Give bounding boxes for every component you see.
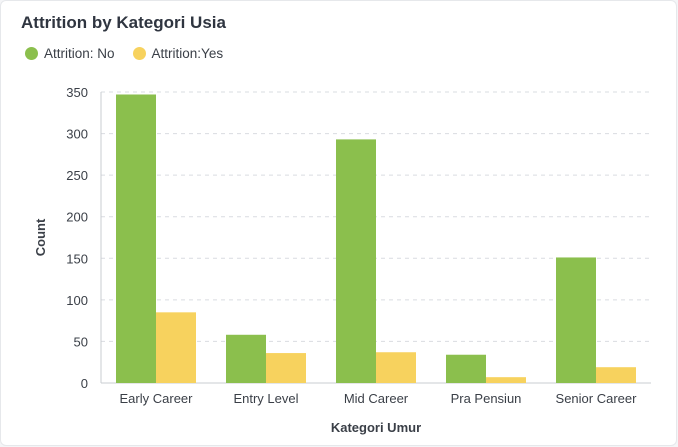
bar-attrition-yes: [266, 353, 306, 383]
x-tick-label: Mid Career: [344, 391, 409, 406]
y-tick-label: 100: [66, 293, 88, 308]
bar-attrition-yes: [486, 377, 526, 383]
x-tick-label: Entry Level: [233, 391, 298, 406]
bar-attrition-no: [336, 139, 376, 383]
y-axis-title: Count: [33, 218, 48, 256]
y-tick-label: 350: [66, 85, 88, 100]
bar-attrition-yes: [596, 367, 636, 383]
bar-attrition-no: [226, 334, 266, 383]
x-axis-title: Kategori Umur: [331, 420, 421, 435]
y-tick-label: 150: [66, 251, 88, 266]
y-tick-label: 50: [74, 334, 88, 349]
legend-item-no[interactable]: Attrition: No: [25, 46, 115, 61]
bar-attrition-no: [116, 94, 156, 383]
bar-attrition-yes: [376, 352, 416, 383]
legend-swatch-no: [25, 47, 38, 60]
y-tick-label: 0: [81, 376, 88, 391]
x-tick-label: Early Career: [120, 391, 194, 406]
x-tick-label: Pra Pensiun: [451, 391, 522, 406]
legend-label-yes: Attrition:Yes: [151, 46, 224, 61]
legend-item-yes[interactable]: Attrition:Yes: [132, 46, 224, 61]
bar-attrition-no: [556, 257, 596, 383]
y-tick-label: 250: [66, 168, 88, 183]
bar-attrition-yes: [156, 312, 196, 383]
legend: Attrition: No Attrition:Yes: [25, 46, 223, 61]
bar-attrition-no: [446, 354, 486, 383]
y-tick-label: 300: [66, 127, 88, 142]
legend-label-no: Attrition: No: [44, 46, 115, 61]
y-tick-label: 200: [66, 210, 88, 225]
legend-swatch-yes: [132, 47, 146, 60]
x-tick-label: Senior Career: [556, 391, 638, 406]
chart-title: Attrition by Kategori Usia: [21, 13, 226, 32]
